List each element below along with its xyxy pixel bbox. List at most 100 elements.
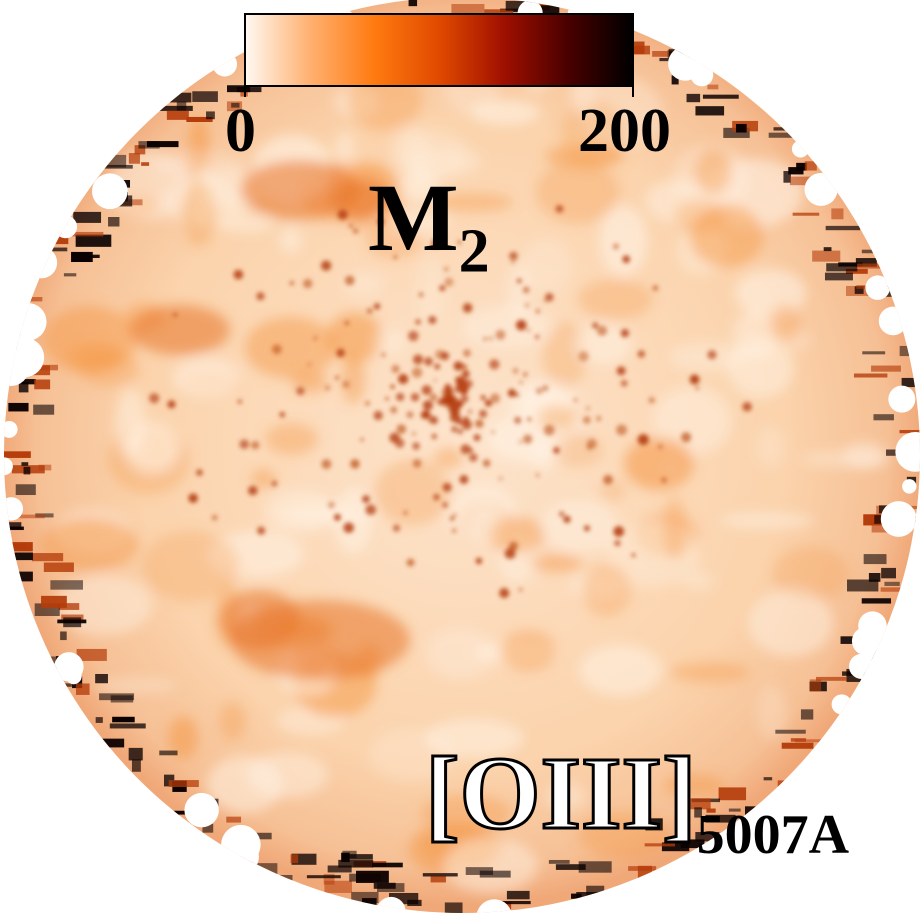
texture-knot bbox=[390, 406, 398, 414]
rim-streak bbox=[555, 864, 586, 870]
texture-knot bbox=[418, 292, 424, 298]
texture-patch bbox=[182, 180, 216, 247]
texture-knot bbox=[658, 444, 663, 449]
rim-streak bbox=[168, 780, 199, 788]
texture-patch bbox=[468, 504, 501, 550]
texture-knot bbox=[603, 474, 613, 485]
texture-knot bbox=[430, 416, 438, 425]
rim-streak bbox=[186, 116, 213, 123]
colorbar-tick-min bbox=[244, 87, 246, 97]
rim-streak bbox=[18, 382, 29, 393]
texture-patch bbox=[470, 100, 541, 125]
colorbar-tick-max bbox=[632, 87, 634, 97]
texture-patch bbox=[334, 131, 355, 165]
rim-gap bbox=[865, 275, 890, 300]
rim-streak bbox=[430, 876, 446, 883]
texture-knot bbox=[742, 402, 752, 412]
texture-knot bbox=[511, 260, 515, 264]
rim-streak bbox=[29, 296, 43, 302]
rim-streak bbox=[166, 110, 189, 120]
texture-knot bbox=[622, 255, 631, 264]
rim-streak bbox=[661, 842, 690, 852]
wavelength-label: 5007A bbox=[696, 804, 850, 867]
rim-streak bbox=[637, 865, 653, 879]
texture-patch bbox=[529, 435, 558, 469]
texture-knot bbox=[516, 278, 522, 284]
rim-streak bbox=[823, 247, 832, 252]
texture-knot bbox=[555, 204, 564, 213]
rim-streak bbox=[192, 91, 218, 102]
rim-streak bbox=[652, 51, 669, 57]
texture-knot bbox=[429, 393, 438, 402]
rim-streak bbox=[695, 106, 725, 116]
rim-gap bbox=[91, 173, 128, 210]
texture-knot bbox=[396, 424, 407, 434]
texture-knot bbox=[211, 514, 218, 521]
texture-knot bbox=[390, 384, 395, 389]
texture-knot bbox=[467, 409, 473, 415]
texture-knot bbox=[475, 557, 483, 564]
rim-streak bbox=[465, 867, 494, 875]
texture-patch bbox=[115, 388, 146, 456]
rim-streak bbox=[880, 587, 904, 592]
texture-knot bbox=[543, 424, 555, 436]
rim-streak bbox=[694, 807, 702, 818]
texture-knot bbox=[440, 351, 450, 361]
texture-knot bbox=[412, 432, 416, 436]
quantity-subscript: 2 bbox=[458, 217, 490, 286]
texture-knot bbox=[424, 357, 433, 366]
texture-knot bbox=[453, 361, 463, 371]
texture-knot bbox=[389, 432, 400, 444]
rim-streak bbox=[63, 617, 82, 628]
rim-streak bbox=[377, 883, 405, 892]
rim-streak bbox=[863, 514, 885, 526]
texture-knot bbox=[271, 480, 278, 487]
rim-streak bbox=[847, 579, 879, 592]
rim-streak bbox=[505, 0, 533, 11]
rim-streak bbox=[4, 522, 22, 530]
rim-streak bbox=[838, 262, 863, 267]
quantity-label: M2 bbox=[368, 170, 490, 283]
rim-streak bbox=[95, 673, 108, 684]
texture-patch bbox=[756, 684, 787, 740]
texture-knot bbox=[495, 329, 506, 340]
rim-streak bbox=[857, 263, 881, 269]
texture-knot bbox=[707, 350, 717, 360]
rim-streak bbox=[256, 863, 278, 876]
rim-streak bbox=[644, 843, 676, 847]
rim-streak bbox=[705, 814, 736, 823]
texture-patch bbox=[695, 147, 732, 196]
rim-streak bbox=[586, 885, 605, 898]
texture-knot bbox=[412, 442, 420, 450]
texture-knot bbox=[695, 386, 699, 390]
texture-knot bbox=[410, 392, 420, 402]
texture-knot bbox=[461, 419, 472, 430]
rim-streak bbox=[451, 4, 485, 14]
rim-gap bbox=[212, 51, 238, 77]
rim-streak bbox=[206, 111, 215, 120]
rim-streak bbox=[824, 272, 853, 281]
rim-streak bbox=[21, 462, 29, 466]
texture-patch bbox=[747, 589, 834, 657]
rim-streak bbox=[723, 127, 750, 138]
rim-streak bbox=[56, 683, 72, 687]
texture-patch bbox=[433, 193, 514, 212]
texture-patch bbox=[577, 279, 653, 320]
rim-gap bbox=[4, 457, 13, 476]
texture-knot bbox=[256, 292, 265, 301]
rim-streak bbox=[176, 101, 187, 111]
rim-streak bbox=[128, 153, 140, 164]
texture-knot bbox=[578, 351, 589, 362]
texture-knot bbox=[475, 419, 484, 428]
texture-knot bbox=[403, 511, 408, 515]
texture-patch bbox=[560, 99, 627, 169]
texture-knot bbox=[345, 321, 349, 325]
texture-patch bbox=[265, 423, 319, 456]
rim-streak bbox=[680, 839, 705, 849]
texture-knot bbox=[196, 469, 203, 476]
texture-patch bbox=[732, 310, 778, 360]
rim-streak bbox=[34, 379, 51, 390]
rim-streak bbox=[728, 808, 741, 812]
texture-patch bbox=[769, 304, 802, 342]
